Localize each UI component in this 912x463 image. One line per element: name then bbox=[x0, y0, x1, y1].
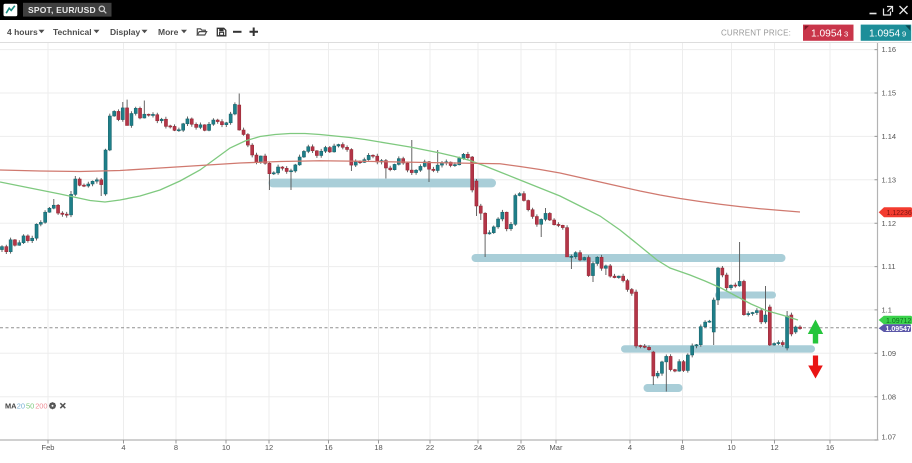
svg-text:12: 12 bbox=[770, 443, 778, 452]
svg-text:More: More bbox=[158, 27, 179, 37]
svg-text:200: 200 bbox=[35, 402, 47, 411]
svg-text:50: 50 bbox=[26, 402, 34, 411]
svg-text:3: 3 bbox=[844, 29, 848, 38]
svg-text:1.14: 1.14 bbox=[882, 132, 897, 141]
svg-text:10: 10 bbox=[727, 443, 735, 452]
svg-text:26: 26 bbox=[517, 443, 525, 452]
svg-text:1.0954: 1.0954 bbox=[811, 28, 842, 39]
svg-text:10: 10 bbox=[222, 443, 230, 452]
svg-text:Technical: Technical bbox=[53, 27, 92, 37]
svg-text:1.1: 1.1 bbox=[882, 306, 892, 315]
svg-text:18: 18 bbox=[374, 443, 382, 452]
svg-text:22: 22 bbox=[426, 443, 434, 452]
svg-text:1.15: 1.15 bbox=[882, 89, 897, 98]
svg-text:4: 4 bbox=[628, 443, 632, 452]
svg-text:CURRENT PRICE:: CURRENT PRICE: bbox=[721, 28, 791, 37]
svg-text:SPOT, EUR/USD: SPOT, EUR/USD bbox=[28, 5, 96, 15]
svg-text:1.08: 1.08 bbox=[882, 392, 897, 401]
svg-text:Feb: Feb bbox=[42, 443, 55, 452]
svg-text:1.16: 1.16 bbox=[882, 45, 897, 54]
svg-text:MA: MA bbox=[5, 402, 17, 411]
svg-text:1.12236: 1.12236 bbox=[887, 210, 912, 217]
svg-text:9: 9 bbox=[902, 29, 906, 38]
svg-text:1.0954: 1.0954 bbox=[869, 28, 900, 39]
svg-text:8: 8 bbox=[174, 443, 178, 452]
svg-text:24: 24 bbox=[474, 443, 482, 452]
svg-text:16: 16 bbox=[826, 443, 834, 452]
svg-text:Mar: Mar bbox=[550, 443, 563, 452]
svg-text:1.09: 1.09 bbox=[882, 349, 897, 358]
svg-text:1.13: 1.13 bbox=[882, 175, 897, 184]
svg-text:1.07: 1.07 bbox=[882, 433, 897, 442]
svg-text:4: 4 bbox=[121, 443, 125, 452]
svg-text:Display: Display bbox=[110, 27, 141, 37]
svg-text:1.09547: 1.09547 bbox=[886, 326, 911, 333]
svg-text:1.12: 1.12 bbox=[882, 219, 897, 228]
svg-text:16: 16 bbox=[324, 443, 332, 452]
svg-text:4 hours: 4 hours bbox=[7, 27, 38, 37]
svg-text:20: 20 bbox=[17, 402, 25, 411]
svg-text:1.11: 1.11 bbox=[882, 262, 896, 271]
svg-text:1.09712: 1.09712 bbox=[886, 318, 911, 325]
svg-text:12: 12 bbox=[265, 443, 273, 452]
svg-text:8: 8 bbox=[680, 443, 684, 452]
